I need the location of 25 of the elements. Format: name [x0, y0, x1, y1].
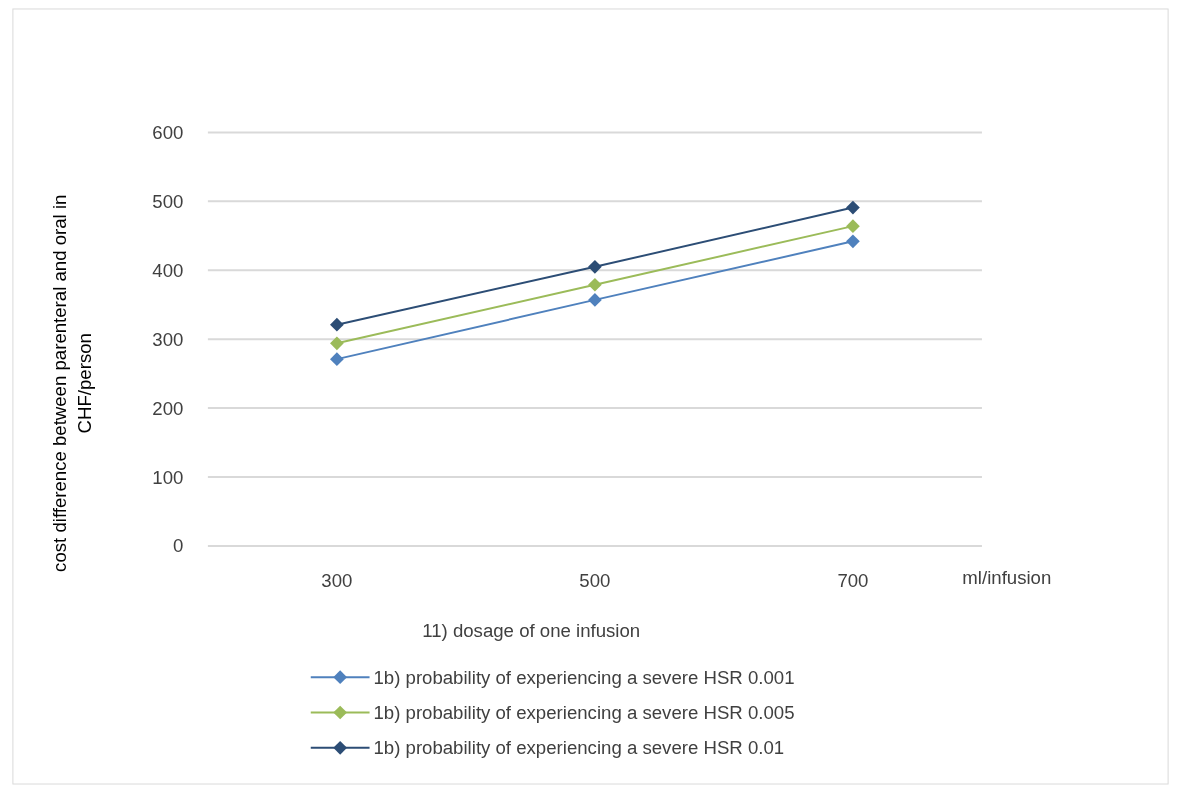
point: [588, 259, 602, 274]
x-axis-title: 11) dosage of one infusion: [422, 620, 641, 642]
point: [330, 317, 344, 332]
point: [846, 219, 860, 234]
legend-label: 1b) probability of experiencing a severe HSR 0.005: [373, 702, 795, 724]
y-tick-label: 600: [152, 121, 184, 143]
point: [846, 200, 860, 215]
point: [330, 352, 344, 367]
point: [588, 277, 602, 292]
y-tick-label: 200: [152, 397, 184, 419]
y-tick-label: 0: [173, 535, 184, 557]
legend-label: 1b) probability of experiencing a severe HSR 0.001: [373, 666, 795, 688]
y-axis-title: cost difference between parenteral and oral in CHF/person: [48, 194, 96, 572]
y-tick-label: 300: [152, 328, 184, 350]
legend-label: 1b) probability of experiencing a severe HSR 0.01: [373, 737, 785, 759]
x-tick-label: 700: [837, 570, 869, 592]
point: [588, 293, 602, 307]
x-tick-label: 500: [579, 570, 611, 592]
text: ml/infusion: [962, 567, 1052, 589]
x-tick-label: 300: [321, 570, 353, 592]
point: [330, 336, 344, 351]
y-tick-label: 100: [152, 466, 184, 488]
y-tick-label: 500: [152, 190, 184, 212]
y-tick-label: 400: [152, 259, 184, 281]
point: [846, 234, 860, 249]
